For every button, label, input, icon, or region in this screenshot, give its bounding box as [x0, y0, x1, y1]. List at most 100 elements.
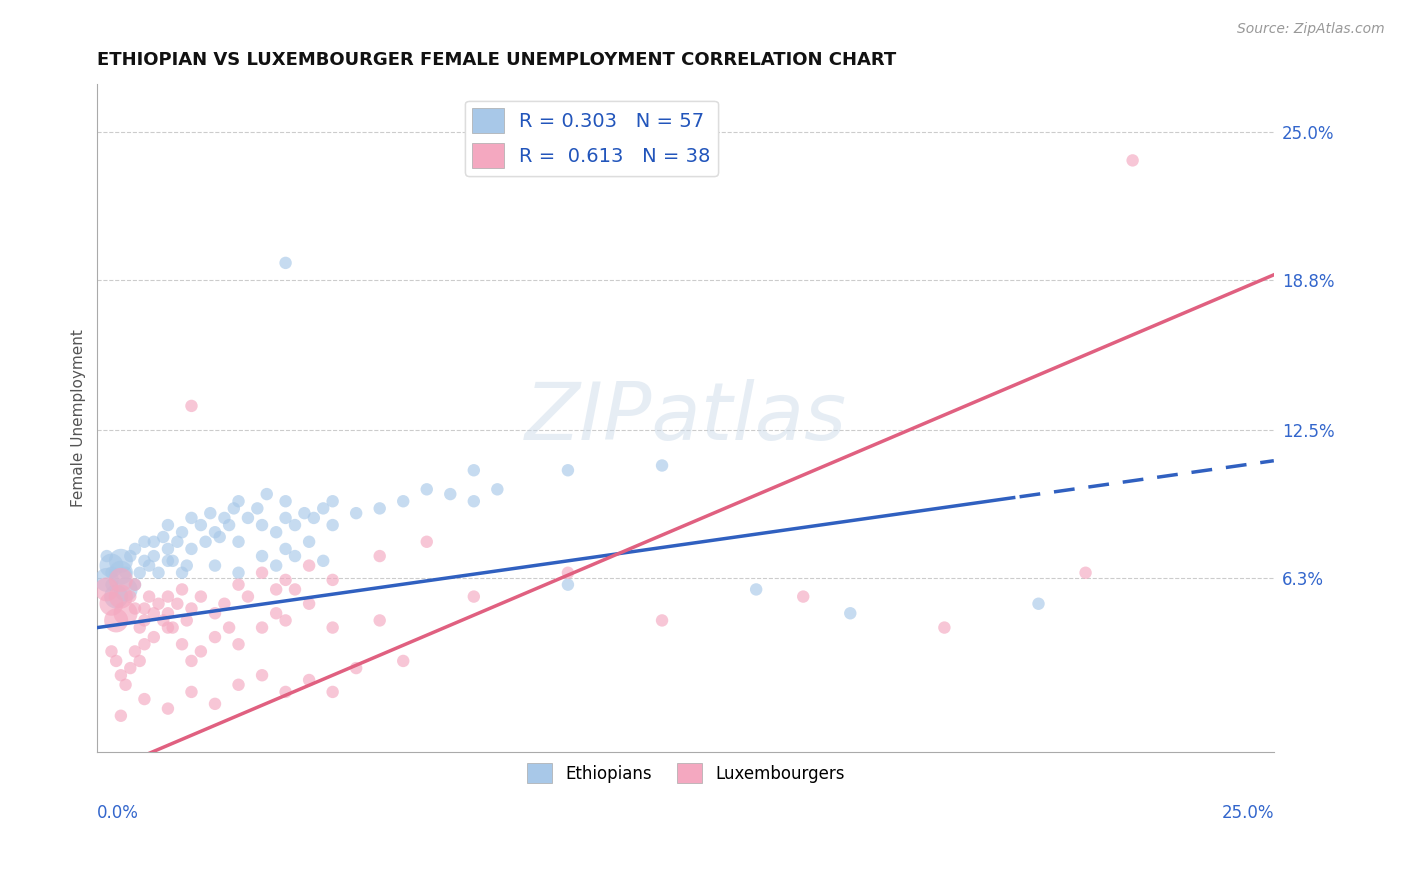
Point [246, 501, 269, 516]
Point [557, 577, 579, 591]
Point [934, 621, 956, 635]
Point [250, 549, 273, 563]
Point [128, 621, 150, 635]
Point [214, 597, 236, 611]
Point [274, 573, 297, 587]
Point [416, 483, 439, 497]
Point [204, 525, 226, 540]
Point [110, 554, 132, 568]
Point [156, 621, 179, 635]
Point [170, 582, 193, 597]
Point [162, 621, 184, 635]
Point [298, 673, 321, 687]
Point [138, 590, 160, 604]
Point [651, 614, 673, 628]
Point [368, 549, 391, 563]
Point [148, 597, 170, 611]
Point [274, 541, 297, 556]
Point [322, 573, 344, 587]
Point [322, 621, 344, 635]
Point [100, 577, 122, 591]
Text: ETHIOPIAN VS LUXEMBOURGER FEMALE UNEMPLOYMENT CORRELATION CHART: ETHIOPIAN VS LUXEMBOURGER FEMALE UNEMPLO… [97, 51, 897, 69]
Point [96, 549, 118, 563]
Point [180, 541, 202, 556]
Y-axis label: Female Unemployment: Female Unemployment [72, 329, 86, 507]
Point [138, 558, 160, 573]
Point [124, 577, 146, 591]
Legend: R = 0.303   N = 57, R =  0.613   N = 38: R = 0.303 N = 57, R = 0.613 N = 38 [464, 101, 718, 176]
Point [284, 549, 307, 563]
Point [134, 614, 156, 628]
Point [274, 256, 297, 270]
Point [368, 614, 391, 628]
Point [114, 582, 136, 597]
Point [228, 534, 250, 549]
Point [105, 590, 128, 604]
Point [250, 621, 273, 635]
Point [228, 637, 250, 651]
Point [176, 614, 198, 628]
Point [463, 590, 485, 604]
Point [152, 530, 174, 544]
Point [214, 511, 236, 525]
Point [463, 463, 485, 477]
Point [134, 692, 156, 706]
Point [114, 678, 136, 692]
Point [228, 678, 250, 692]
Point [110, 573, 132, 587]
Point [218, 518, 240, 533]
Point [105, 654, 128, 668]
Point [312, 554, 335, 568]
Point [110, 590, 132, 604]
Point [344, 661, 367, 675]
Point [200, 506, 222, 520]
Point [298, 597, 321, 611]
Point [392, 494, 415, 508]
Point [176, 558, 198, 573]
Point [142, 630, 165, 644]
Point [134, 554, 156, 568]
Point [105, 614, 128, 628]
Point [134, 601, 156, 615]
Point [96, 582, 118, 597]
Point [190, 644, 212, 658]
Point [264, 607, 287, 621]
Point [392, 654, 415, 668]
Point [204, 630, 226, 644]
Point [298, 534, 321, 549]
Point [110, 566, 132, 580]
Point [110, 708, 132, 723]
Point [274, 511, 297, 525]
Point [284, 518, 307, 533]
Point [792, 590, 814, 604]
Point [96, 573, 118, 587]
Point [100, 597, 122, 611]
Point [1074, 566, 1097, 580]
Point [222, 501, 245, 516]
Point [156, 541, 179, 556]
Point [114, 607, 136, 621]
Point [322, 518, 344, 533]
Point [134, 637, 156, 651]
Point [264, 525, 287, 540]
Point [228, 566, 250, 580]
Point [439, 487, 461, 501]
Point [416, 534, 439, 549]
Point [148, 566, 170, 580]
Point [322, 685, 344, 699]
Point [274, 494, 297, 508]
Point [274, 614, 297, 628]
Point [322, 494, 344, 508]
Point [250, 518, 273, 533]
Point [170, 637, 193, 651]
Point [190, 518, 212, 533]
Point [124, 644, 146, 658]
Point [100, 558, 122, 573]
Point [180, 601, 202, 615]
Point [124, 601, 146, 615]
Point [264, 582, 287, 597]
Point [250, 668, 273, 682]
Point [298, 558, 321, 573]
Point [142, 607, 165, 621]
Point [236, 511, 259, 525]
